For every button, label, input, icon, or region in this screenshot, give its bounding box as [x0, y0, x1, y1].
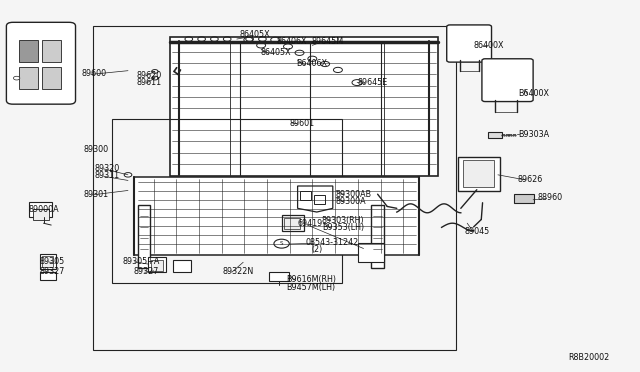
- FancyBboxPatch shape: [42, 40, 61, 62]
- Text: 89600: 89600: [82, 69, 107, 78]
- FancyBboxPatch shape: [458, 157, 500, 191]
- Text: 89327: 89327: [40, 267, 65, 276]
- FancyBboxPatch shape: [514, 194, 534, 203]
- Bar: [358, 243, 384, 262]
- Text: (2): (2): [311, 246, 323, 254]
- Text: 86406X: 86406X: [276, 37, 307, 46]
- Polygon shape: [371, 205, 384, 268]
- Text: 89645E: 89645E: [357, 78, 387, 87]
- Text: 89320: 89320: [95, 164, 120, 173]
- Circle shape: [13, 76, 20, 80]
- Bar: [112, 119, 342, 283]
- Text: S: S: [280, 241, 284, 246]
- Text: B6406X: B6406X: [296, 60, 327, 68]
- Text: 89301: 89301: [83, 190, 108, 199]
- Text: 08543-31242: 08543-31242: [306, 238, 359, 247]
- Text: 89300: 89300: [83, 145, 108, 154]
- Bar: [488, 132, 502, 138]
- Bar: [40, 254, 56, 269]
- FancyBboxPatch shape: [447, 25, 492, 62]
- Bar: [42, 256, 53, 267]
- Text: 89045: 89045: [465, 227, 490, 236]
- Text: 89311: 89311: [95, 171, 120, 180]
- Bar: [29, 202, 52, 217]
- Bar: [40, 272, 56, 280]
- Text: 89000A: 89000A: [29, 205, 60, 214]
- Text: 86405X: 86405X: [240, 30, 271, 39]
- Text: 89327: 89327: [133, 267, 159, 276]
- Circle shape: [274, 239, 289, 248]
- Text: 89300A: 89300A: [335, 197, 366, 206]
- Text: 69419: 69419: [298, 219, 323, 228]
- Text: 89305: 89305: [40, 257, 65, 266]
- Polygon shape: [170, 37, 438, 176]
- Text: 89303(RH): 89303(RH): [322, 216, 365, 225]
- Polygon shape: [138, 205, 150, 268]
- Circle shape: [152, 76, 158, 80]
- Text: B9457M(LH): B9457M(LH): [287, 283, 336, 292]
- Bar: [284, 218, 300, 229]
- Text: B9616M(RH): B9616M(RH): [287, 275, 337, 284]
- FancyBboxPatch shape: [482, 59, 533, 102]
- Text: 89611: 89611: [136, 78, 161, 87]
- Text: 86405X: 86405X: [260, 48, 291, 57]
- Bar: [151, 260, 163, 271]
- Text: B6400X: B6400X: [518, 89, 549, 98]
- Bar: [93, 26, 456, 350]
- Text: 89626: 89626: [517, 175, 542, 184]
- Text: 89645M: 89645M: [312, 37, 344, 46]
- Text: 86400X: 86400X: [474, 41, 504, 50]
- Polygon shape: [134, 177, 419, 255]
- Text: B9303A: B9303A: [518, 130, 550, 139]
- Bar: [173, 260, 191, 272]
- Circle shape: [124, 173, 132, 177]
- FancyBboxPatch shape: [19, 67, 38, 89]
- Bar: [314, 195, 325, 204]
- FancyBboxPatch shape: [6, 22, 76, 104]
- Bar: [269, 272, 289, 281]
- Text: B9353(LH): B9353(LH): [322, 223, 364, 232]
- Text: 89601: 89601: [289, 119, 314, 128]
- Text: 88960: 88960: [538, 193, 563, 202]
- Text: R8B20002: R8B20002: [568, 353, 609, 362]
- FancyBboxPatch shape: [42, 67, 61, 89]
- Bar: [300, 191, 311, 200]
- Bar: [282, 215, 304, 231]
- Polygon shape: [298, 186, 333, 212]
- Text: 89305+A: 89305+A: [123, 257, 160, 266]
- Text: 89322N: 89322N: [223, 267, 254, 276]
- Bar: [33, 209, 49, 220]
- Text: 89620: 89620: [136, 71, 161, 80]
- Bar: [148, 257, 166, 272]
- FancyBboxPatch shape: [19, 40, 38, 62]
- Text: 89300AB: 89300AB: [335, 190, 371, 199]
- Circle shape: [152, 70, 158, 73]
- FancyBboxPatch shape: [463, 160, 494, 187]
